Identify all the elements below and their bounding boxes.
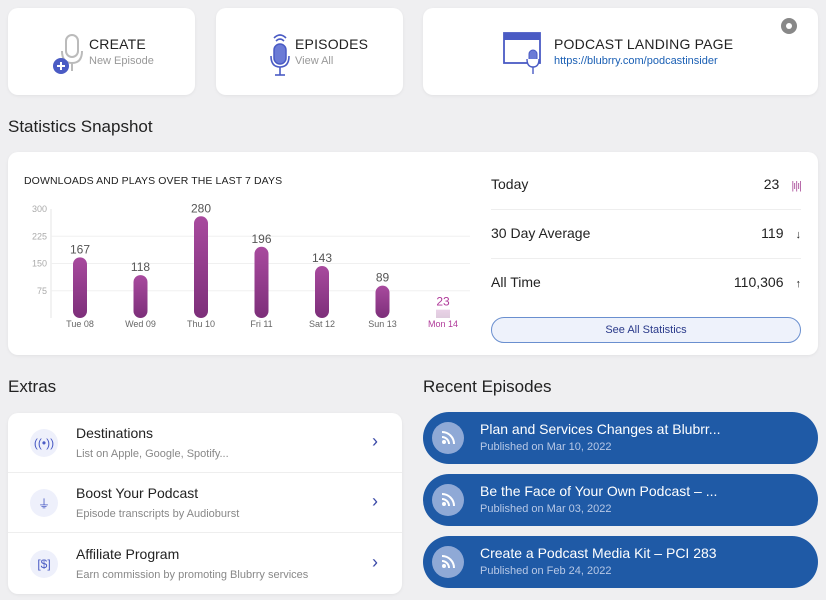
create-title: CREATE [89,36,146,52]
bar [194,216,208,318]
dollar-icon: [$] [30,550,58,578]
episode-title: Be the Face of Your Own Podcast – ... [480,483,718,499]
bar-value-label: 167 [70,242,90,256]
recent-episode-item[interactable]: Create a Podcast Media Kit – PCI 283 Pub… [423,536,818,588]
stat-all-time: All Time 110,306 ↑ [491,274,801,290]
episode-date: Published on Feb 24, 2022 [480,565,612,577]
stat-today: Today 23 |ı|ı| [491,176,802,192]
stat-value: 23 [763,176,780,192]
x-tick-label: Wed 09 [125,319,156,329]
divider [491,258,801,259]
plug-icon: ⏚ [30,489,58,517]
extra-destinations[interactable]: ((•)) Destinations List on Apple, Google… [8,413,402,473]
recent-episode-item[interactable]: Plan and Services Changes at Blubrr... P… [423,412,818,464]
microphone-plus-icon [53,34,83,74]
extra-title: Affiliate Program [76,546,180,562]
episodes-card[interactable]: EPISODES View All [216,8,403,95]
statistics-heading: Statistics Snapshot [8,117,153,136]
stat-value: 119 [761,225,784,241]
x-tick-label: Tue 08 [66,319,94,329]
landing-page-card[interactable]: PODCAST LANDING PAGE https://blubrry.com… [423,8,818,95]
divider [491,209,801,210]
see-all-statistics-button[interactable]: See All Statistics [491,317,801,343]
extra-title: Destinations [76,425,154,441]
x-tick-label: Sat 12 [309,319,335,329]
downloads-bar-chart: 300 225 150 75 167 Tue 08 118 Wed 09 280 Thu 10 19… [32,201,470,329]
bar-value-label: 280 [191,201,211,215]
extras-card [8,413,402,594]
extra-boost-your-podcast[interactable]: ⏚ Boost Your Podcast Episode transcripts… [8,473,402,533]
recent-episodes-heading: Recent Episodes [423,377,552,396]
create-episode-card[interactable]: CREATE New Episode [8,8,195,95]
stat-label: All Time [491,274,541,290]
episodes-subtitle: View All [295,55,334,67]
x-tick-label: Thu 10 [187,319,215,329]
bar [73,257,87,318]
rss-icon [432,422,464,454]
stat-value: 110,306 [733,274,784,290]
gear-icon[interactable] [781,18,797,34]
bar [133,275,148,318]
bar [436,309,450,318]
rss-icon [432,484,464,516]
episode-title: Plan and Services Changes at Blubrr... [480,421,721,437]
x-tick-label: Fri 11 [250,319,272,329]
extra-subtitle: List on Apple, Google, Spotify... [76,448,229,460]
recent-episode-item[interactable]: Be the Face of Your Own Podcast – ... Pu… [423,474,818,526]
extra-title: Boost Your Podcast [76,485,199,501]
waveform-icon: |ı|ı| [791,180,802,192]
chevron-right-icon[interactable]: › [372,491,378,511]
episodes-title: EPISODES [295,36,369,52]
extra-subtitle: Earn commission by promoting Blubrry ser… [76,569,309,581]
bar-value-label: 196 [251,232,271,246]
arrow-down-icon: ↓ [795,229,802,241]
y-tick-label: 150 [32,259,47,269]
y-tick-label: 75 [37,286,47,296]
landing-page-title: PODCAST LANDING PAGE [554,36,734,52]
stat-label: Today [491,176,529,192]
chevron-right-icon[interactable]: › [372,552,378,572]
episode-date: Published on Mar 10, 2022 [480,441,612,453]
episode-title: Create a Podcast Media Kit – PCI 283 [480,545,717,561]
bar-value-label: 23 [436,295,450,309]
browser-microphone-icon [503,32,541,74]
chevron-right-icon[interactable]: › [372,431,378,451]
stat-label: 30 Day Average [491,225,591,241]
rss-icon [432,546,464,578]
bar-value-label: 143 [312,251,332,265]
bar [375,285,390,318]
bar-value-label: 118 [131,260,150,274]
landing-page-link[interactable]: https://blubrry.com/podcastinsider [554,55,718,67]
extra-affiliate-program[interactable]: [$] Affiliate Program Earn commission by… [8,534,402,594]
extras-heading: Extras [8,377,57,396]
extra-subtitle: Episode transcripts by Audioburst [76,508,240,520]
y-tick-label: 300 [32,204,47,214]
bar [315,266,329,318]
y-tick-label: 225 [32,231,47,241]
broadcast-icon: ((•)) [30,429,58,457]
stat-30-day-average: 30 Day Average 119 ↓ [491,225,801,241]
create-subtitle: New Episode [89,55,154,67]
bar [254,246,269,318]
x-tick-label: Sun 13 [368,319,397,329]
microphone-icon [270,34,290,76]
x-tick-label: Mon 14 [428,319,458,329]
bar-value-label: 89 [376,271,390,285]
arrow-up-icon: ↑ [795,278,802,290]
chart-title: DOWNLOADS AND PLAYS OVER THE LAST 7 DAYS [24,175,283,187]
episode-date: Published on Mar 03, 2022 [480,503,612,515]
